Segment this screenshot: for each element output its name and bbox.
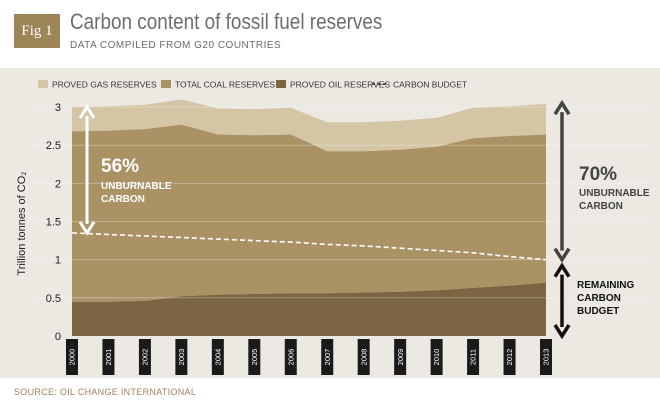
x-tick-label: 2005 — [250, 349, 259, 366]
x-tick-label: 2009 — [396, 349, 405, 366]
x-tick-box — [540, 339, 552, 375]
y-tick-label: 3 — [55, 102, 61, 114]
x-tick-box — [284, 339, 297, 375]
x-tick-box — [66, 339, 78, 375]
annotation-70-percent: 70% — [579, 164, 617, 185]
legend-label: PROVED GAS RESERVES — [52, 80, 157, 90]
x-tick-box — [102, 339, 115, 375]
x-tick-label: 2004 — [213, 349, 222, 366]
x-tick-box — [138, 339, 151, 375]
legend-swatch — [38, 80, 48, 88]
x-tick-label: 2003 — [177, 349, 186, 366]
arrow-remaining-budget — [553, 262, 571, 340]
legend-swatch — [276, 80, 286, 88]
annotation-remaining-line1: REMAINING — [577, 280, 634, 291]
annotation-70-line2: CARBON — [579, 201, 623, 212]
legend-swatch — [161, 80, 171, 88]
x-tick-label: 2001 — [104, 349, 113, 366]
x-tick-box — [248, 339, 261, 375]
y-tick-label: 1.5 — [46, 217, 61, 229]
area-proved-oil-reserves — [72, 282, 546, 336]
y-tick-label: 1 — [55, 255, 61, 267]
arrow-head-up — [553, 262, 571, 278]
x-tick-box — [321, 339, 334, 375]
annotation-56-line1: UNBURNABLE — [101, 181, 172, 192]
area-proved-gas-reserves — [72, 99, 546, 152]
arrow-head-down — [553, 247, 571, 263]
annotation-remaining-line3: BUDGET — [577, 306, 619, 317]
x-tick-box — [503, 339, 516, 375]
x-tick-label: 2007 — [323, 349, 332, 366]
x-tick-box — [211, 339, 224, 375]
x-tick-box — [394, 339, 407, 375]
arrow-56-unburnable — [78, 104, 96, 236]
area-total-coal-reserves — [72, 124, 546, 302]
y-tick-label: 0 — [55, 331, 61, 343]
y-tick-label: 0.5 — [46, 293, 61, 305]
arrow-head-up — [78, 104, 96, 119]
annotation-70-line1: UNBURNABLE — [579, 188, 650, 199]
x-tick-label: 2010 — [432, 349, 441, 366]
x-tick-label: 2000 — [68, 349, 77, 366]
x-tick-box — [430, 339, 443, 375]
x-tick-label: 2006 — [286, 349, 295, 366]
annotation-56-line2: CARBON — [101, 194, 145, 205]
x-tick-box — [467, 339, 480, 375]
x-tick-box — [175, 339, 188, 375]
arrow-head-down — [78, 221, 96, 236]
x-tick-label: 2008 — [359, 349, 368, 366]
arrow-70-unburnable — [553, 99, 571, 263]
annotation-remaining-line2: CARBON — [577, 293, 621, 304]
legend-label: PROVED OIL RESERVES — [290, 80, 390, 90]
figure-badge: Fig 1 — [14, 14, 60, 48]
carbon-budget-line — [71, 232, 547, 261]
x-tick-box — [357, 339, 370, 375]
y-tick-label: 2.5 — [46, 140, 61, 152]
x-tick-label: 2002 — [141, 349, 150, 366]
chart-svg: 0 0.5 1 1.5 2 2.5 3 Trillion tonnes of CO₂ 2000 2… — [16, 80, 652, 375]
x-tick-label: 2013 — [542, 349, 551, 366]
y-axis-label: Trillion tonnes of CO₂ — [16, 171, 28, 275]
x-tick-label: 2012 — [505, 349, 514, 366]
annotation-56-percent: 56% — [101, 156, 139, 177]
y-tick-label: 2 — [55, 178, 61, 190]
chart-title: Carbon content of fossil fuel reserves — [70, 9, 383, 34]
source-note: SOURCE: OIL CHANGE INTERNATIONAL — [14, 387, 197, 397]
legend-label: TOTAL COAL RESERVES — [175, 80, 275, 90]
arrow-head-down — [553, 324, 571, 340]
arrow-head-up — [553, 99, 571, 116]
legend-label: CARBON BUDGET — [393, 80, 467, 90]
x-tick-label: 2011 — [469, 349, 478, 365]
chart-area: 0 0.5 1 1.5 2 2.5 3 Trillion tonnes of CO₂ 2000 2… — [0, 68, 660, 378]
chart-subtitle: DATA COMPILED FROM G20 COUNTRIES — [70, 40, 282, 51]
